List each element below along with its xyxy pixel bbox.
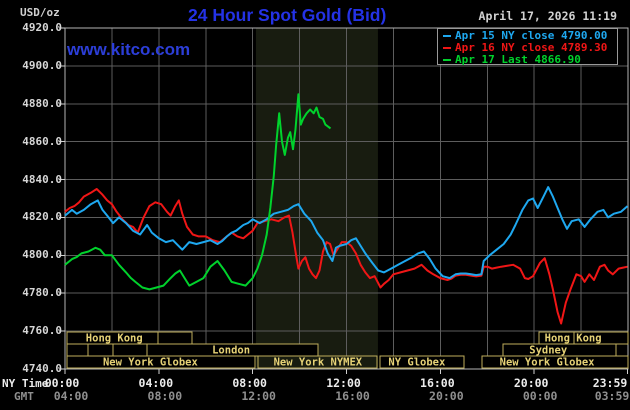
session-box xyxy=(257,355,378,369)
ny-time-tick-label: 04:00 xyxy=(138,376,174,390)
gmt-tick-label: 12:00 xyxy=(241,389,276,403)
legend-box: Apr 15 NY close 4790.00 Apr 16 NY close 4… xyxy=(437,28,618,66)
gmt-tick-label: 04:00 xyxy=(53,389,89,403)
y-axis-tick-label: 4840.0 xyxy=(22,172,62,186)
ny-time-tick-label: 12:00 xyxy=(326,376,361,390)
session-box xyxy=(481,355,629,369)
ny-time-tick-label: 16:00 xyxy=(420,376,455,390)
legend-item-apr16: Apr 16 NY close 4789.30 xyxy=(441,42,617,54)
legend-dash-icon xyxy=(443,47,451,49)
y-axis-tick-label: 4800.0 xyxy=(22,248,62,262)
ny-time-axis-label: NY Time xyxy=(2,377,49,390)
session-label: New York Globex xyxy=(500,357,596,369)
y-axis-unit-label: USD/oz xyxy=(20,6,60,19)
y-axis-tick-label: 4860.0 xyxy=(22,134,62,148)
session-box xyxy=(112,343,148,357)
price-line-apr17 xyxy=(64,93,332,291)
session-label: New York NYMEX xyxy=(274,357,363,369)
page-title: 24 Hour Spot Gold (Bid) xyxy=(188,5,387,25)
legend-dash-icon xyxy=(443,35,451,37)
session-box xyxy=(66,355,256,369)
gmt-tick-label: 16:00 xyxy=(335,389,370,403)
session-label: NY Globex xyxy=(388,357,446,369)
kitco-watermark-link[interactable]: www.kitco.com xyxy=(67,40,191,59)
session-label: Hong Kong xyxy=(545,333,602,345)
gmt-tick-label: 08:00 xyxy=(147,389,183,403)
session-label: Hong Kong xyxy=(86,333,143,345)
session-box xyxy=(66,343,89,357)
y-axis-tick-label: 4820.0 xyxy=(22,210,62,224)
session-box xyxy=(379,355,465,369)
gmt-tick-label: 00:00 xyxy=(522,389,558,403)
legend-label: Apr 15 NY close 4790.00 xyxy=(455,29,608,42)
legend-item-apr15: Apr 15 NY close 4790.00 xyxy=(441,30,617,42)
legend-dash-icon xyxy=(443,59,451,61)
gmt-tick-label: 20:00 xyxy=(429,389,464,403)
y-axis-tick-label: 4900.0 xyxy=(22,58,62,72)
y-axis-tick-label: 4780.0 xyxy=(22,286,62,300)
session-box xyxy=(87,343,114,357)
session-label: New York Globex xyxy=(103,357,199,369)
y-axis-tick-label: 4880.0 xyxy=(22,96,62,110)
nymex-session-highlight-band xyxy=(255,28,378,369)
ny-time-tick-label: 20:00 xyxy=(513,376,549,390)
chart-datetime: April 17, 2026 11:19 xyxy=(478,9,617,23)
legend-item-apr17: Apr 17 Last 4866.90 xyxy=(441,54,617,66)
ny-time-tick-label: 08:00 xyxy=(232,376,267,390)
gmt-axis-label: GMT xyxy=(14,390,34,403)
session-label: Sydney xyxy=(529,345,568,357)
session-label: London xyxy=(212,345,250,357)
gmt-tick-label: 03:59 xyxy=(594,389,630,403)
y-axis-tick-label: 4740.0 xyxy=(22,362,62,375)
legend-label: Apr 16 NY close 4789.30 xyxy=(455,41,608,54)
y-axis-tick-label: 4760.0 xyxy=(22,324,62,338)
price-line-apr16 xyxy=(64,188,628,325)
y-axis-tick-label: 4920.0 xyxy=(22,21,62,34)
price-line-apr15 xyxy=(64,186,629,280)
ny-time-tick-label: 23:59 xyxy=(592,376,628,390)
ny-time-tick-label: 00:00 xyxy=(44,376,80,390)
legend-label: Apr 17 Last 4866.90 xyxy=(455,53,581,66)
